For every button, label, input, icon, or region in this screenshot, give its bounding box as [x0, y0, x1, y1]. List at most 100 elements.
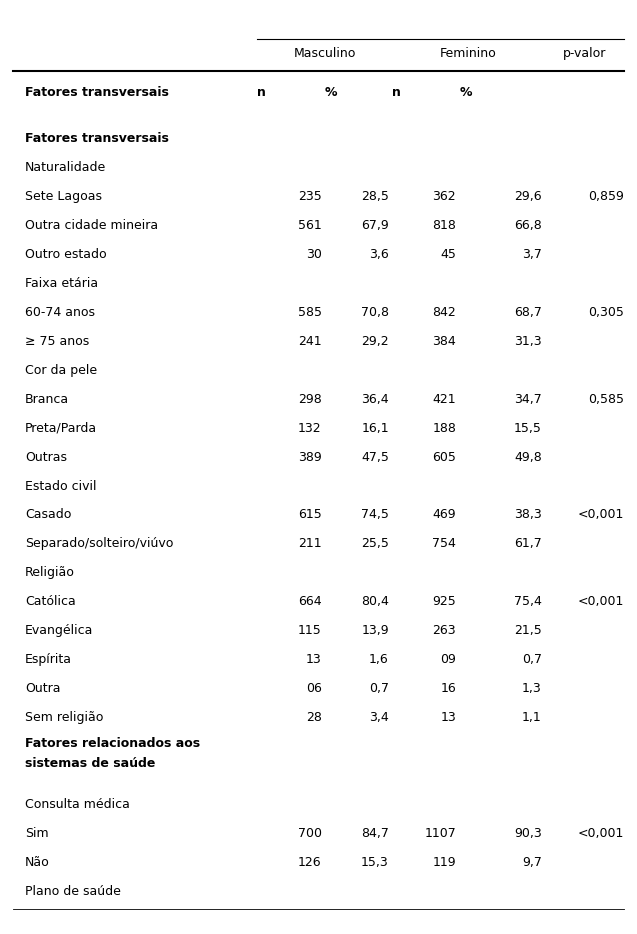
- Text: 38,3: 38,3: [514, 508, 541, 521]
- Text: 29,6: 29,6: [514, 191, 541, 204]
- Text: Separado/solteiro/viúvo: Separado/solteiro/viúvo: [25, 537, 173, 550]
- Text: 70,8: 70,8: [361, 306, 389, 318]
- Text: Consulta médica: Consulta médica: [25, 798, 130, 811]
- Text: Masculino: Masculino: [294, 47, 356, 60]
- Text: n: n: [392, 86, 401, 99]
- Text: Fatores relacionados aos: Fatores relacionados aos: [25, 737, 200, 750]
- Text: %: %: [459, 86, 471, 99]
- Text: Não: Não: [25, 856, 50, 869]
- Text: 28,5: 28,5: [361, 191, 389, 204]
- Text: 0,585: 0,585: [588, 392, 624, 405]
- Text: %: %: [325, 86, 337, 99]
- Text: 75,4: 75,4: [514, 595, 541, 608]
- Text: 132: 132: [298, 421, 322, 434]
- Text: Casado: Casado: [25, 508, 71, 521]
- Text: Fatores transversais: Fatores transversais: [25, 86, 169, 99]
- Text: 235: 235: [298, 191, 322, 204]
- Text: Branca: Branca: [25, 392, 69, 405]
- Text: 36,4: 36,4: [361, 392, 389, 405]
- Text: 1107: 1107: [424, 827, 456, 840]
- Text: 16,1: 16,1: [361, 421, 389, 434]
- Text: 61,7: 61,7: [514, 537, 541, 550]
- Text: 605: 605: [433, 450, 456, 463]
- Text: 13: 13: [306, 653, 322, 666]
- Text: 188: 188: [433, 421, 456, 434]
- Text: 3,7: 3,7: [522, 248, 541, 262]
- Text: Sete Lagoas: Sete Lagoas: [25, 191, 102, 204]
- Text: 60-74 anos: 60-74 anos: [25, 306, 95, 318]
- Text: 47,5: 47,5: [361, 450, 389, 463]
- Text: 1,6: 1,6: [369, 653, 389, 666]
- Text: ≥ 75 anos: ≥ 75 anos: [25, 335, 89, 347]
- Text: 29,2: 29,2: [361, 335, 389, 347]
- Text: 0,7: 0,7: [522, 653, 541, 666]
- Text: 1,1: 1,1: [522, 711, 541, 724]
- Text: 421: 421: [433, 392, 456, 405]
- Text: 25,5: 25,5: [361, 537, 389, 550]
- Text: 9,7: 9,7: [522, 856, 541, 869]
- Text: 1,3: 1,3: [522, 682, 541, 695]
- Text: <0,001: <0,001: [578, 595, 624, 608]
- Text: 13,9: 13,9: [361, 624, 389, 637]
- Text: 34,7: 34,7: [514, 392, 541, 405]
- Text: 90,3: 90,3: [514, 827, 541, 840]
- Text: Católica: Católica: [25, 595, 76, 608]
- Text: Religião: Religião: [25, 566, 75, 579]
- Text: 3,4: 3,4: [369, 711, 389, 724]
- Text: 211: 211: [298, 537, 322, 550]
- Text: 469: 469: [433, 508, 456, 521]
- Text: 700: 700: [297, 827, 322, 840]
- Text: Sim: Sim: [25, 827, 48, 840]
- Text: 298: 298: [298, 392, 322, 405]
- Text: Estado civil: Estado civil: [25, 479, 96, 492]
- Text: 66,8: 66,8: [514, 219, 541, 233]
- Text: 384: 384: [433, 335, 456, 347]
- Text: Fatores transversais: Fatores transversais: [25, 133, 169, 146]
- Text: 28: 28: [306, 711, 322, 724]
- Text: 0,859: 0,859: [589, 191, 624, 204]
- Text: Feminino: Feminino: [440, 47, 497, 60]
- Text: 561: 561: [298, 219, 322, 233]
- Text: Cor da pele: Cor da pele: [25, 364, 97, 376]
- Text: 585: 585: [297, 306, 322, 318]
- Text: 842: 842: [433, 306, 456, 318]
- Text: 115: 115: [298, 624, 322, 637]
- Text: Outras: Outras: [25, 450, 67, 463]
- Text: 925: 925: [433, 595, 456, 608]
- Text: 67,9: 67,9: [361, 219, 389, 233]
- Text: 80,4: 80,4: [361, 595, 389, 608]
- Text: 3,6: 3,6: [369, 248, 389, 262]
- Text: 664: 664: [298, 595, 322, 608]
- Text: Outra: Outra: [25, 682, 61, 695]
- Text: Preta/Parda: Preta/Parda: [25, 421, 97, 434]
- Text: 31,3: 31,3: [514, 335, 541, 347]
- Text: 45: 45: [440, 248, 456, 262]
- Text: 21,5: 21,5: [514, 624, 541, 637]
- Text: Espírita: Espírita: [25, 653, 72, 666]
- Text: 13: 13: [440, 711, 456, 724]
- Text: sistemas de saúde: sistemas de saúde: [25, 757, 155, 771]
- Text: 241: 241: [298, 335, 322, 347]
- Text: Naturalidade: Naturalidade: [25, 162, 106, 175]
- Text: <0,001: <0,001: [578, 508, 624, 521]
- Text: n: n: [257, 86, 266, 99]
- Text: 15,5: 15,5: [514, 421, 541, 434]
- Text: 49,8: 49,8: [514, 450, 541, 463]
- Text: 68,7: 68,7: [514, 306, 541, 318]
- Text: 389: 389: [298, 450, 322, 463]
- Text: 15,3: 15,3: [361, 856, 389, 869]
- Text: 16: 16: [440, 682, 456, 695]
- Text: 84,7: 84,7: [361, 827, 389, 840]
- Text: Outra cidade mineira: Outra cidade mineira: [25, 219, 158, 233]
- Text: Evangélica: Evangélica: [25, 624, 94, 637]
- Text: 09: 09: [440, 653, 456, 666]
- Text: 30: 30: [306, 248, 322, 262]
- Text: Outro estado: Outro estado: [25, 248, 106, 262]
- Text: <0,001: <0,001: [578, 827, 624, 840]
- Text: p-valor: p-valor: [563, 47, 606, 60]
- Text: 126: 126: [298, 856, 322, 869]
- Text: 119: 119: [433, 856, 456, 869]
- Text: 0,305: 0,305: [589, 306, 624, 318]
- Text: 362: 362: [433, 191, 456, 204]
- Text: Faixa etária: Faixa etária: [25, 277, 98, 290]
